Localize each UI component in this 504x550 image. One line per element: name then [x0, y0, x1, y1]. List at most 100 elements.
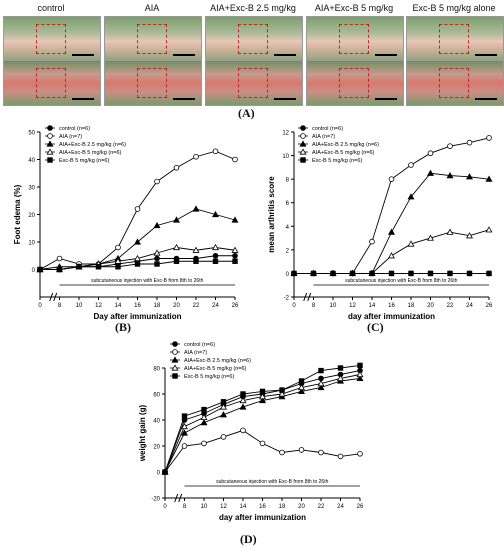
data-point	[212, 252, 219, 259]
paw-top-photo	[3, 60, 101, 106]
data-point	[76, 264, 82, 270]
data-point	[485, 226, 493, 233]
y-tick-label: 4	[286, 225, 290, 231]
paw-side-photo	[406, 16, 504, 62]
data-point	[427, 150, 434, 157]
paw-top-photo	[104, 60, 202, 106]
data-point	[181, 422, 188, 430]
data-point	[181, 413, 188, 419]
y-tick-label: -20	[151, 497, 160, 503]
data-point	[154, 261, 160, 267]
x-tick-label: 20	[427, 303, 434, 309]
data-point	[466, 270, 473, 277]
roi-box	[137, 24, 167, 54]
legend-label: Exc-B 5 mg/kg (n=6)	[312, 158, 362, 164]
x-tick-label: 14	[240, 504, 247, 510]
photo-column-label: AIA+Exc-B 2.5 mg/kg	[210, 3, 296, 13]
scale-bar	[375, 54, 397, 56]
panel-label-d: (D)	[240, 532, 257, 546]
roi-box	[238, 68, 268, 98]
data-point	[173, 164, 180, 171]
axis-break	[49, 292, 54, 302]
data-point	[192, 246, 200, 253]
paw-side-photo	[3, 16, 101, 62]
data-point	[466, 232, 473, 239]
x-tick-label: 18	[408, 303, 415, 309]
x-tick-label: 14	[115, 303, 122, 309]
legend-label: AIA (n=7)	[59, 134, 82, 140]
x-tick-label: 10	[330, 303, 337, 309]
data-point	[259, 388, 266, 395]
data-point	[298, 447, 305, 453]
data-point	[239, 396, 247, 404]
data-point	[46, 148, 54, 155]
legend-label: AIA (n=7)	[184, 350, 207, 356]
legend-label: Exc-B 5 mg/kg (n=6)	[59, 158, 109, 164]
data-point	[337, 365, 344, 371]
data-point	[427, 270, 434, 277]
y-tick-label: 50	[28, 131, 35, 137]
x-tick-label: 26	[357, 504, 364, 510]
series-line	[164, 370, 361, 473]
y-axis-label: weight gain (g)	[138, 404, 147, 462]
data-point	[46, 140, 54, 147]
x-tick-label: 24	[337, 504, 344, 510]
y-tick-label: 40	[28, 158, 35, 164]
y-tick-label: -2	[284, 296, 290, 302]
data-point	[279, 449, 285, 456]
data-point	[239, 403, 247, 410]
data-point	[427, 234, 434, 241]
photo-column-label: Exc-B 5 mg/kg alone	[412, 3, 496, 13]
data-point	[357, 362, 363, 369]
data-point	[466, 173, 473, 180]
y-tick-label: 0	[286, 272, 290, 278]
injection-note: subcutaneous injection with Exc-B from 8…	[345, 278, 458, 284]
data-point	[298, 387, 305, 394]
paw-top-photo	[406, 60, 504, 106]
roi-box	[238, 24, 268, 54]
x-tick-label: 22	[193, 303, 200, 309]
y-tick-label: 80	[153, 367, 160, 373]
data-point	[232, 258, 238, 264]
data-point	[47, 125, 53, 131]
legend-label: control (n=6)	[312, 126, 343, 132]
data-point	[232, 252, 238, 259]
data-point	[173, 216, 180, 223]
scale-bar	[475, 54, 497, 56]
data-point	[278, 390, 286, 397]
chart-foot-edema: 0 10 20 30 40 50 0 8 10 12 14 16 18 20 22 24 26 Day after…	[13, 125, 239, 321]
axis-break	[174, 493, 179, 503]
data-point	[369, 238, 375, 245]
data-point	[212, 148, 219, 155]
roi-box	[439, 24, 469, 54]
data-point	[193, 258, 199, 264]
data-point	[171, 356, 179, 363]
photo-panel: control AIA AIA+Exc-B 2.5 mg/kg AIA+Exc-B 5…	[0, 0, 504, 120]
series-line	[294, 172, 490, 274]
legend-label: AIA+Exc-B 2.5 mg/kg (n=6)	[184, 358, 251, 364]
data-point	[37, 266, 43, 273]
x-tick-label: 18	[279, 504, 286, 510]
data-point	[56, 266, 63, 273]
x-tick-label: 24	[466, 303, 473, 309]
x-tick-label: 12	[220, 504, 227, 510]
x-tick-label: 12	[349, 303, 356, 309]
roi-box	[36, 68, 66, 98]
y-tick-label: 6	[286, 201, 290, 207]
data-point	[114, 257, 122, 264]
data-point	[162, 469, 168, 475]
data-point	[310, 270, 317, 277]
scale-bar	[274, 54, 296, 56]
axis-break	[303, 292, 308, 302]
data-point	[173, 243, 180, 251]
x-tick-label: 12	[95, 303, 102, 309]
x-tick-label: 16	[388, 303, 395, 309]
data-point	[318, 449, 324, 456]
axis-break	[178, 493, 183, 503]
injection-note: subcutaneous injection with Exc-B from 8…	[216, 479, 329, 485]
data-point	[279, 387, 285, 393]
data-point	[154, 255, 160, 262]
data-point	[201, 406, 207, 413]
data-point	[356, 374, 364, 381]
scale-bar	[375, 98, 397, 100]
